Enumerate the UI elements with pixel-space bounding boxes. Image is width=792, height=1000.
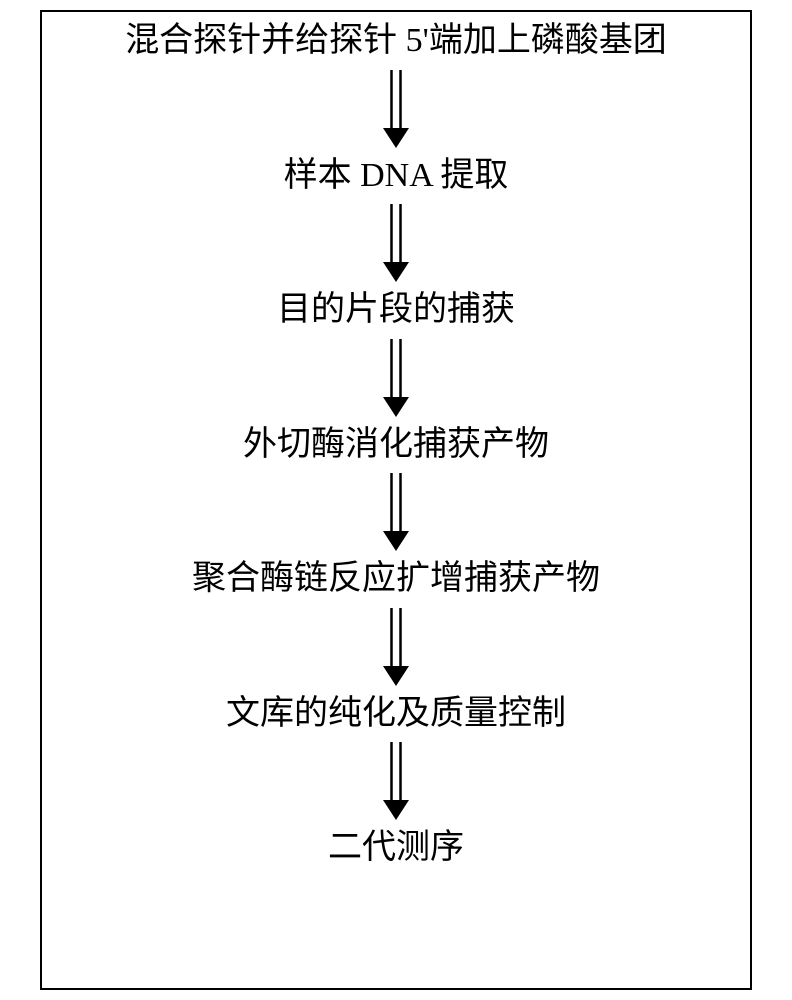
flow-arrow [381,735,411,827]
flow-arrow [381,601,411,693]
flow-step: 目的片段的捕获 [277,289,515,332]
flow-step: 聚合酶链反应扩增捕获产物 [192,558,600,601]
flow-arrow [381,63,411,155]
flow-arrow [381,332,411,424]
flow-arrow [381,197,411,289]
flow-step: 文库的纯化及质量控制 [226,693,566,736]
flow-step: 外切酶消化捕获产物 [243,424,549,467]
flow-arrow [381,466,411,558]
flow-step: 混合探针并给探针 5'端加上磷酸基团 [125,20,667,63]
flow-step: 样本 DNA 提取 [284,155,509,198]
flow-step: 二代测序 [328,827,464,870]
flowchart-container: 混合探针并给探针 5'端加上磷酸基团 样本 DNA 提取 目的片段的捕获 外切酶… [66,20,726,870]
